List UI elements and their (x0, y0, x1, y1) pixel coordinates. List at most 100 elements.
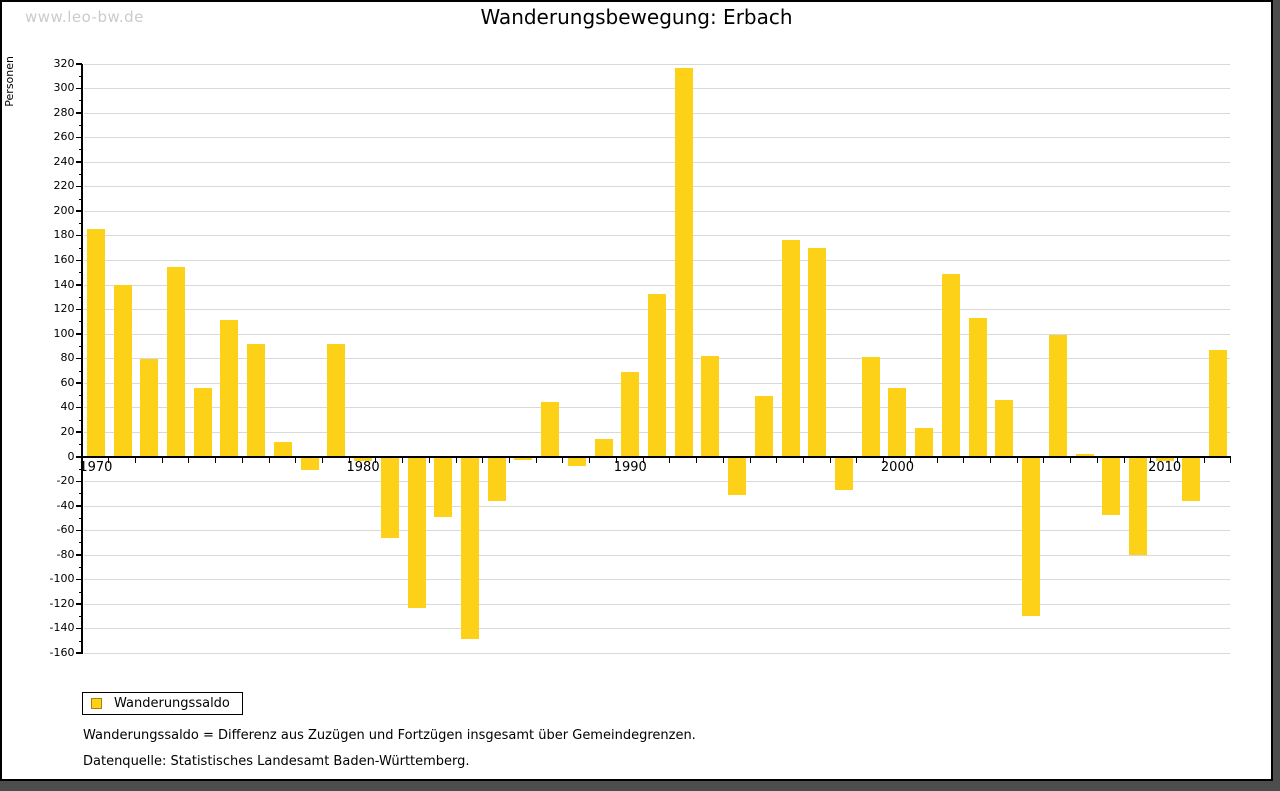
x-tick-19 (589, 457, 591, 463)
x-tick-38 (1096, 457, 1098, 463)
bar-2010 (1155, 456, 1174, 462)
y-tick--160 (76, 652, 82, 654)
x-tick-2 (134, 457, 136, 463)
x-tick-0 (81, 457, 83, 463)
bar-2006 (1048, 334, 1067, 457)
bar-1985 (487, 456, 506, 501)
bar-1981 (380, 456, 399, 538)
x-tick-37 (1070, 457, 1072, 463)
y-minor-tick-290 (78, 100, 82, 102)
y-tick--20 (76, 480, 82, 483)
chart-title: Wanderungsbewegung: Erbach (480, 5, 793, 29)
y-tick-300 (76, 87, 82, 90)
bar-1976 (247, 343, 266, 457)
footnote-definition: Wanderungssaldo = Differenz aus Zuzügen … (83, 728, 696, 743)
y-tick-260 (76, 136, 82, 139)
gridline-300 (83, 88, 1231, 90)
x-tick-1 (108, 457, 110, 463)
y-tick-label--80: -80 (56, 547, 75, 561)
bar-1993 (701, 355, 720, 457)
x-tick-6 (241, 457, 243, 463)
x-axis-label-1970: 1970 (79, 459, 113, 475)
bar-1991 (647, 294, 666, 457)
gridline-320 (83, 63, 1231, 65)
y-tick-label-280: 280 (53, 105, 75, 119)
y-tick-60 (76, 382, 82, 384)
bar-1987 (541, 402, 560, 457)
y-tick-220 (76, 185, 82, 188)
y-tick-40 (76, 406, 82, 409)
x-tick-9 (321, 457, 323, 463)
x-tick-14 (455, 457, 457, 463)
y-tick-320 (76, 63, 82, 65)
y-tick-label-100: 100 (53, 326, 75, 340)
y-tick-label-320: 320 (53, 56, 75, 70)
y-minor-tick--70 (78, 542, 82, 544)
bar-1999 (861, 357, 880, 457)
gridline--100 (83, 579, 1231, 581)
x-tick-8 (295, 457, 297, 463)
bar-1978 (300, 456, 319, 470)
y-minor-tick--50 (78, 517, 82, 519)
y-minor-tick-50 (78, 395, 82, 397)
y-tick--120 (76, 603, 82, 605)
gridline--40 (83, 505, 1231, 507)
y-tick-160 (76, 259, 82, 261)
x-tick-33 (963, 457, 965, 463)
bar-2009 (1128, 456, 1147, 555)
y-tick-100 (76, 333, 82, 335)
y-tick--140 (76, 627, 82, 630)
bar-1977 (273, 441, 292, 457)
y-tick-label-300: 300 (53, 81, 75, 95)
y-minor-tick--10 (78, 468, 82, 470)
x-tick-7 (268, 457, 270, 463)
x-tick-21 (642, 457, 644, 463)
y-minor-tick--110 (78, 591, 82, 593)
y-minor-tick-170 (78, 247, 82, 249)
y-minor-tick-230 (78, 174, 82, 176)
y-minor-tick-190 (78, 223, 82, 225)
legend: Wanderungssaldo (82, 692, 243, 715)
x-axis-label-1980: 1980 (346, 459, 380, 475)
bar-1982 (407, 456, 426, 608)
y-tick--60 (76, 529, 82, 532)
legend-color-swatch (91, 698, 102, 709)
x-tick-40 (1150, 457, 1152, 463)
y-tick-label-180: 180 (53, 228, 75, 242)
y-tick-20 (76, 431, 82, 433)
bar-2000 (888, 387, 907, 457)
plot-area: -160 -140 -120 -100 -80 -60 -40 -20 0 20 40 60 80 100… (2, 2, 1271, 702)
x-axis-line (80, 455, 1232, 458)
y-tick-label-200: 200 (53, 203, 75, 217)
y-tick-label-160: 160 (53, 253, 75, 266)
x-axis-label-2000: 2000 (880, 459, 914, 475)
x-tick-5 (215, 457, 217, 463)
footnote-source: Datenquelle: Statistisches Landesamt Bad… (83, 754, 470, 769)
bar-1994 (728, 456, 747, 495)
y-minor-tick-70 (78, 370, 82, 372)
bar-2007 (1075, 454, 1094, 457)
gridline-160 (83, 260, 1231, 261)
y-tick-label-80: 80 (60, 351, 75, 365)
bar-2005 (1022, 456, 1041, 617)
bar-1983 (434, 456, 453, 517)
x-tick-16 (509, 457, 511, 463)
y-tick-120 (76, 308, 82, 311)
bar-1990 (621, 371, 640, 457)
gridline-220 (83, 186, 1231, 188)
y-tick-label-140: 140 (53, 277, 75, 291)
x-tick-4 (188, 457, 190, 463)
bar-1980 (354, 456, 373, 462)
gridline--120 (83, 603, 1231, 605)
gridline-180 (83, 235, 1231, 237)
y-minor-tick-90 (78, 345, 82, 347)
x-tick-24 (722, 457, 724, 463)
y-minor-tick--150 (78, 640, 82, 642)
x-tick-13 (428, 457, 430, 463)
bar-2012 (1209, 349, 1228, 457)
gridline-200 (83, 210, 1231, 212)
y-tick-label-60: 60 (60, 375, 75, 389)
y-tick-label-20: 20 (60, 424, 75, 438)
bar-1998 (835, 456, 854, 490)
